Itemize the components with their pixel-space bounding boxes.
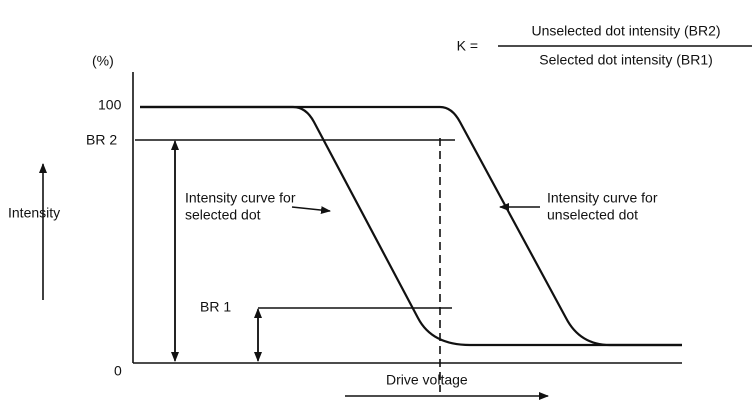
callout-text: Intensity curve for — [185, 190, 296, 206]
formula-numerator: Unselected dot intensity (BR2) — [531, 23, 720, 39]
y-axis-label: Intensity — [8, 205, 60, 221]
callout-arrow — [291, 206, 331, 215]
br1-label: BR 1 — [200, 299, 231, 315]
top-label: 100 — [98, 97, 122, 113]
callout-text: Intensity curve for — [547, 190, 658, 206]
callout-text: selected dot — [185, 207, 261, 223]
unselected-curve — [140, 105, 682, 347]
br2-label: BR 2 — [86, 132, 117, 148]
zero-label: 0 — [114, 363, 122, 379]
formula-denominator: Selected dot intensity (BR1) — [539, 52, 713, 68]
formula-lhs: K = — [457, 38, 478, 54]
callout-text: unselected dot — [547, 207, 638, 223]
x-axis-label: Drive voltage — [386, 372, 468, 388]
unit-label: (%) — [92, 53, 114, 69]
